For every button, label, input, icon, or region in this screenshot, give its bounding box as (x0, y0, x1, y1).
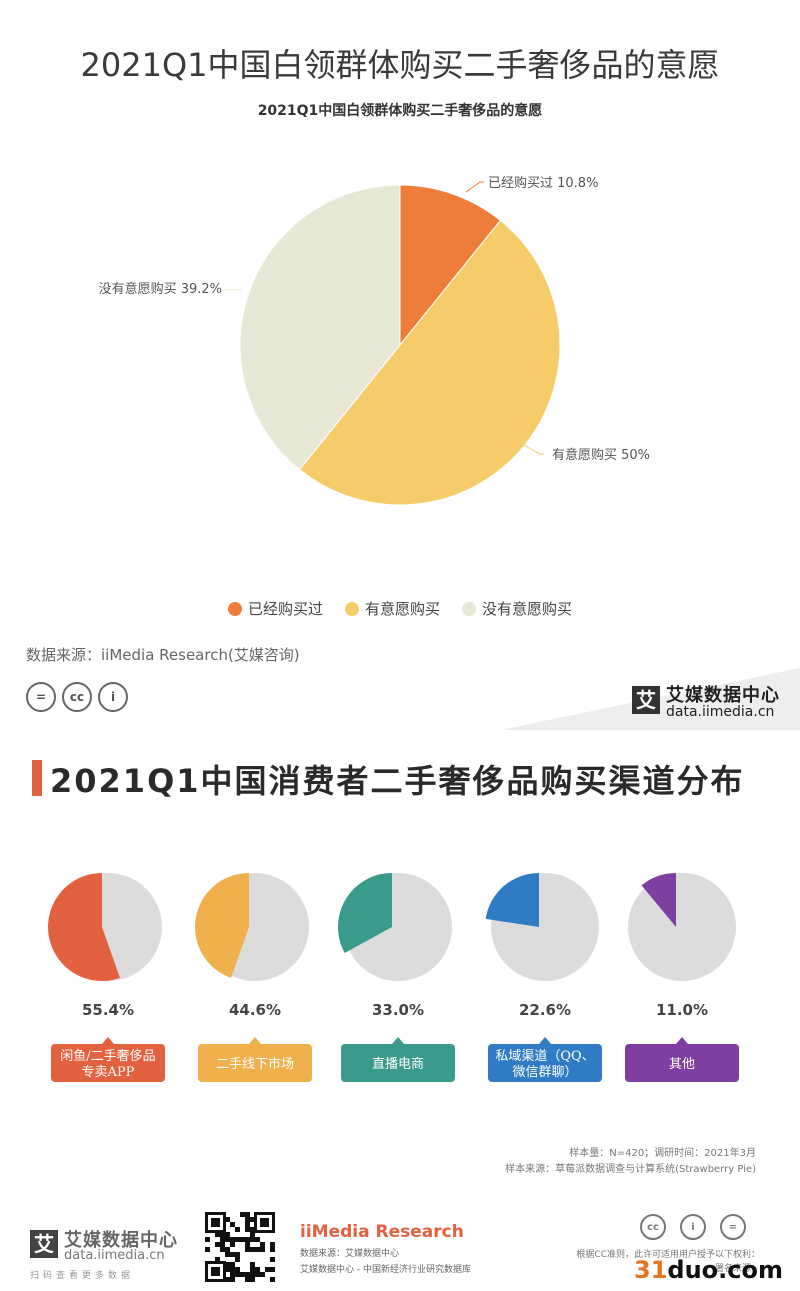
watermark-domain: duo.com (667, 1256, 783, 1284)
channel-label: 专卖APP (82, 1065, 135, 1080)
qr-code-icon[interactable] (205, 1212, 275, 1282)
channel-label-box (341, 1044, 455, 1082)
channel-label-box (198, 1044, 312, 1082)
footer-source: 数据来源：艾媒数据中心 艾媒数据中心 - 中国新经济行业研究数据库 (300, 1246, 471, 1278)
channel-percent: 22.6% (519, 1001, 571, 1019)
slice-label: 已经购买过 10.8% (488, 175, 598, 191)
footer-license-icons: cc i = (640, 1214, 746, 1240)
footer-source-line: 数据来源：艾媒数据中心 (300, 1249, 400, 1259)
brand-url: data.iimedia.cn (666, 704, 775, 720)
license-icons: = cc i (26, 682, 128, 712)
slice-label: 没有意愿购买 39.2% (99, 281, 222, 297)
channel-label-box (625, 1044, 739, 1082)
label-leader-line (465, 181, 484, 193)
legend-label: 已经购买过 (247, 600, 323, 618)
legend-swatch (344, 601, 359, 616)
license-note-line: 署名来源： (714, 1264, 760, 1274)
watermark-number: 31 (634, 1256, 668, 1284)
label-pointer (539, 1037, 551, 1044)
footer-slogan: 扫码查看更多数据 (30, 1271, 135, 1281)
channel-label-box (488, 1044, 602, 1082)
attribution-icon: i (98, 682, 128, 712)
label-pointer (392, 1037, 404, 1044)
footer-iimedia-brand: iiMedia Research (300, 1222, 464, 1242)
channel-pie-slice (195, 873, 249, 978)
channel-label: 私域渠道（QQ、 (495, 1049, 594, 1064)
legend-label: 没有意愿购买 (482, 600, 573, 618)
label-pointer (249, 1037, 261, 1044)
legend-swatch (227, 601, 242, 616)
section-title: 2021Q1中国消费者二手奢侈品购买渠道分布 (50, 762, 745, 800)
pie-slice (399, 184, 502, 347)
channel-pie-slice (47, 873, 120, 981)
slice-label: 有意愿购买 50% (552, 447, 650, 463)
sample-size: 样本量：N=420；调研时间：2021年3月 (569, 1148, 756, 1159)
cc-icon: cc (62, 682, 92, 712)
legend-label: 有意愿购买 (364, 600, 440, 618)
channel-label: 闲鱼/二手奢侈品 (60, 1048, 155, 1064)
license-note: 根据CC准则，此许可适用用户授予以下权利： 署名来源： (530, 1248, 760, 1276)
legend-item[interactable]: 没有意愿购买 (462, 598, 572, 619)
label-pointer (676, 1037, 688, 1044)
channel-pie-slice (338, 873, 392, 954)
channel-pie-slice (641, 873, 676, 927)
legend-swatch (462, 601, 476, 616)
channel-percent: 33.0% (372, 1001, 424, 1019)
label-leader-line (523, 444, 544, 455)
attribution-icon: i (680, 1214, 706, 1240)
sample-source: 样本来源：草莓派数据调查与计算系统(Strawberry Pie) (505, 1164, 756, 1175)
intent-pie-chart: 已经购买过 10.8% 有意愿购买 50% 没有意愿购买 39.2% (99, 175, 650, 506)
section-accent-bar (32, 760, 42, 796)
channel-pie-bg (628, 873, 736, 981)
equal-icon: = (26, 682, 56, 712)
channel-percent: 11.0% (656, 1001, 708, 1019)
equal-icon: = (720, 1214, 746, 1240)
legend-item[interactable]: 已经购买过 (227, 598, 323, 619)
channel-label: 其他 (669, 1057, 695, 1072)
channel-pie-slice (485, 873, 539, 927)
channel-label: 微信群聊） (512, 1065, 577, 1080)
label-pointer (102, 1037, 114, 1044)
chart-title: 2021Q1中国白领群体购买二手奢侈品的意愿 (257, 103, 543, 119)
brand-logo: 艾 (632, 686, 660, 714)
footer-logo: 艾 (30, 1230, 58, 1258)
channel-label: 二手线下市场 (216, 1056, 294, 1072)
footer-brand-url: data.iimedia.cn (64, 1248, 165, 1263)
sample-note: 样本量：N=420；调研时间：2021年3月 样本来源：草莓派数据调查与计算系统… (400, 1146, 756, 1178)
page-title: 2021Q1中国白领群体购买二手奢侈品的意愿 (80, 46, 720, 84)
footer-brand-name: 艾媒数据中心 (64, 1230, 178, 1251)
channel-label: 直播电商 (372, 1057, 424, 1072)
data-source: 数据来源：iiMedia Research(艾媒咨询) (26, 646, 300, 664)
site-watermark: 31duo.com (634, 1256, 783, 1284)
brand-name: 艾媒数据中心 (666, 685, 780, 706)
channel-percent: 44.6% (229, 1001, 281, 1019)
cc-icon: cc (640, 1214, 666, 1240)
channel-label-box (51, 1044, 165, 1082)
license-note-line: 根据CC准则，此许可适用用户授予以下权利： (576, 1250, 760, 1260)
footer-source-line: 艾媒数据中心 - 中国新经济行业研究数据库 (300, 1265, 471, 1275)
channel-percent: 55.4% (82, 1001, 134, 1019)
intent-legend: 已经购买过 有意愿购买 没有意愿购买 (0, 598, 800, 619)
legend-item[interactable]: 有意愿购买 (344, 598, 440, 619)
pie-slice (239, 184, 401, 471)
